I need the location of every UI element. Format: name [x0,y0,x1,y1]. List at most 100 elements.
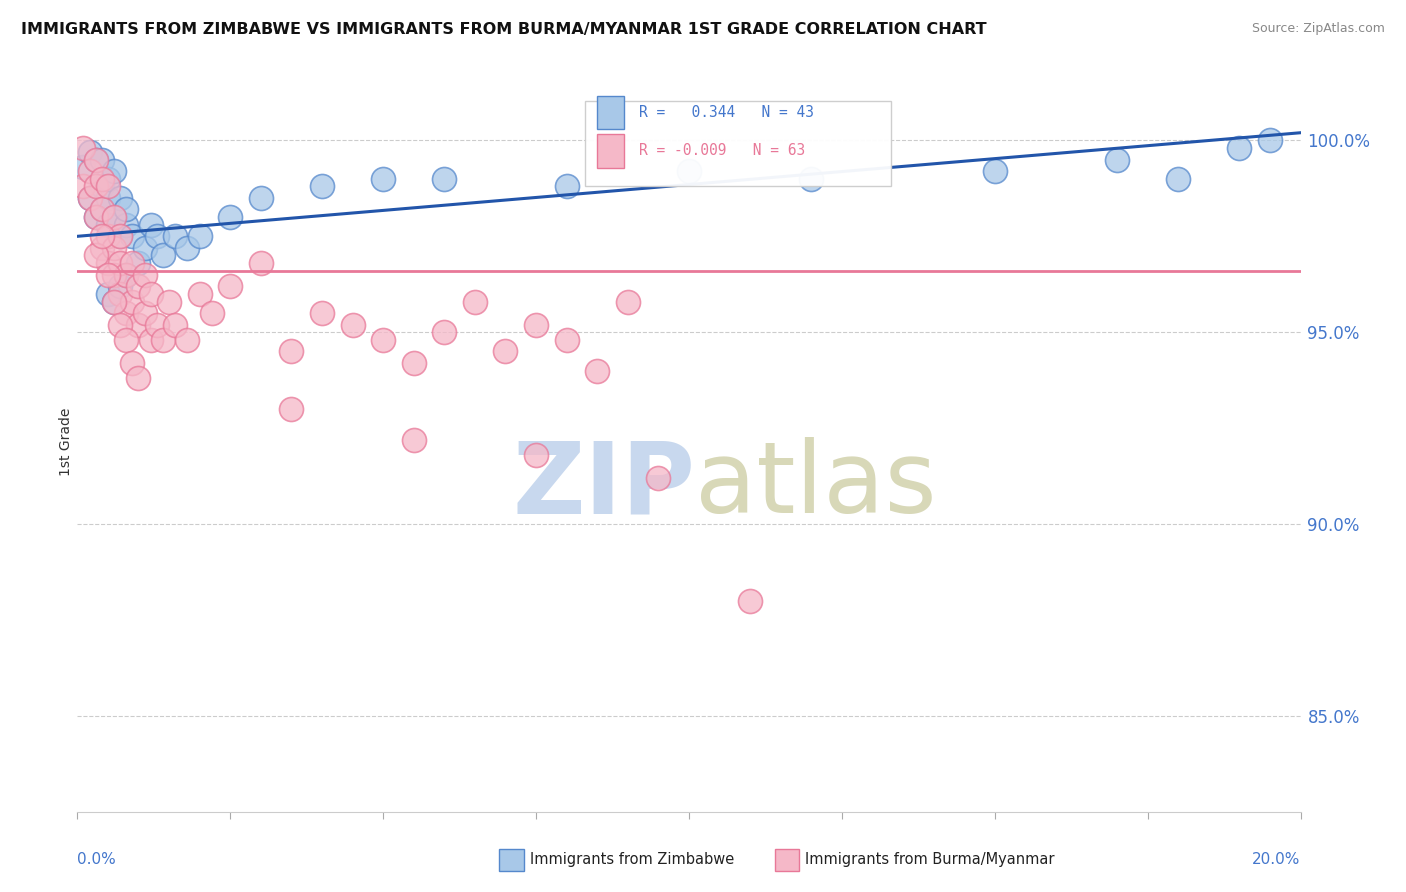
Point [108,279,131,293]
Point [134,306,156,320]
Point [157,294,180,309]
Point [371,333,394,347]
Point [72,179,94,194]
Point [115,306,138,320]
Point [165,318,187,332]
Point [108,229,131,244]
Point [555,179,578,194]
Text: Immigrants from Burma/Myanmar: Immigrants from Burma/Myanmar [806,853,1054,867]
Point [586,363,609,377]
Point [678,164,700,178]
Point [176,333,198,347]
Bar [598,135,624,168]
Point [280,344,302,359]
Point [342,318,364,332]
Point [115,268,138,282]
Point [219,210,242,224]
Point [127,256,149,270]
Point [176,241,198,255]
Point [524,448,547,462]
Y-axis label: 1st Grade: 1st Grade [59,408,73,475]
Point [115,333,138,347]
Point [121,356,143,370]
Point [134,268,156,282]
Point [250,256,273,270]
Point [740,593,762,607]
Point [146,229,169,244]
Point [647,471,669,485]
Point [115,268,138,282]
Point [464,294,486,309]
Point [103,164,125,178]
Point [617,294,640,309]
Point [97,179,120,194]
Point [524,318,547,332]
Point [127,279,149,293]
Point [79,191,101,205]
Point [84,248,107,262]
Point [90,241,112,255]
Point [90,179,112,194]
Point [311,306,333,320]
Text: ZIP: ZIP [512,437,695,534]
Point [84,210,107,224]
Point [139,218,162,232]
Point [555,333,578,347]
Point [103,294,125,309]
Point [108,191,131,205]
Point [127,371,149,385]
FancyBboxPatch shape [585,101,891,186]
Point [90,153,112,167]
Text: atlas: atlas [695,437,936,534]
Point [402,433,425,447]
Point [79,191,101,205]
Point [115,202,138,217]
Point [79,164,101,178]
Point [84,153,107,167]
Point [97,218,120,232]
Point [984,164,1007,178]
Point [103,268,125,282]
Point [84,179,107,194]
Bar [499,849,524,871]
Point [72,161,94,175]
Point [371,171,394,186]
Point [495,344,517,359]
Point [84,210,107,224]
Point [146,318,169,332]
Point [152,248,174,262]
Point [90,171,112,186]
Point [108,256,131,270]
Point [97,286,120,301]
Point [433,325,456,339]
Point [139,333,162,347]
Point [103,210,125,224]
Point [103,210,125,224]
Point [121,294,143,309]
Point [121,256,143,270]
Point [280,401,302,416]
Point [1107,153,1129,167]
Point [433,171,456,186]
Point [72,141,94,155]
Bar [775,849,799,871]
Point [90,229,112,244]
Point [115,218,138,232]
Point [250,191,273,205]
Point [1167,171,1189,186]
Text: 20.0%: 20.0% [1253,853,1301,867]
Text: R =   0.344   N = 43: R = 0.344 N = 43 [638,105,814,120]
Point [139,286,162,301]
Text: Immigrants from Zimbabwe: Immigrants from Zimbabwe [530,853,734,867]
Text: IMMIGRANTS FROM ZIMBABWE VS IMMIGRANTS FROM BURMA/MYANMAR 1ST GRADE CORRELATION : IMMIGRANTS FROM ZIMBABWE VS IMMIGRANTS F… [21,22,987,37]
Point [1229,141,1251,155]
Point [97,171,120,186]
Text: 0.0%: 0.0% [77,853,117,867]
Point [1258,133,1281,147]
Point [103,294,125,309]
Point [219,279,242,293]
Point [108,286,131,301]
Bar [598,95,624,129]
Point [165,229,187,244]
Point [90,202,112,217]
